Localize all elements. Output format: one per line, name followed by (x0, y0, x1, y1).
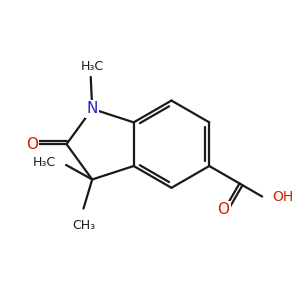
Text: CH₃: CH₃ (72, 219, 95, 232)
Text: OH: OH (272, 190, 294, 203)
Text: O: O (218, 202, 230, 217)
Text: O: O (26, 137, 38, 152)
Text: N: N (86, 101, 98, 116)
Text: H₃C: H₃C (33, 155, 56, 169)
Text: H₃C: H₃C (81, 60, 104, 73)
